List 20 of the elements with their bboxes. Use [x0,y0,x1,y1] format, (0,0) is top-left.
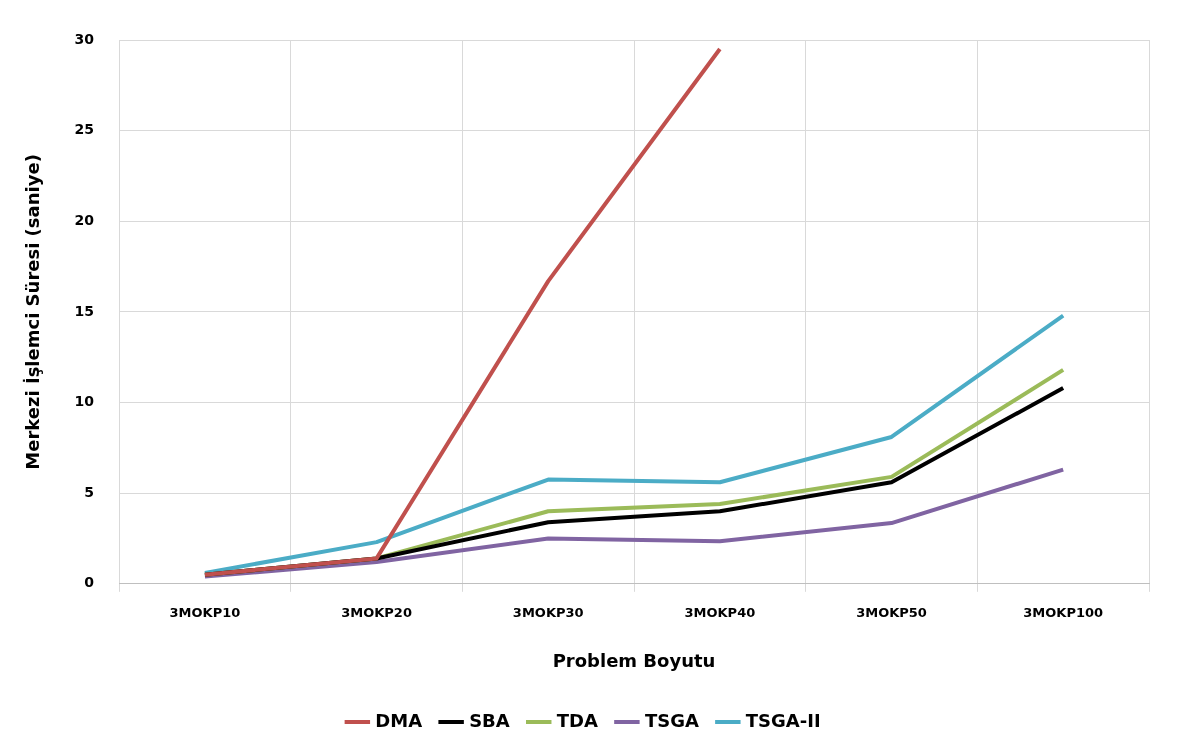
y-axis-title: Merkezi İşlemci Süresi (saniye) [22,154,44,470]
x-tick-label: 3MOKP10 [169,604,241,620]
y-tick-label: 30 [74,30,95,47]
legend-label: TSGA-II [745,709,821,731]
y-tick-label: 20 [74,211,95,228]
legend-label: DMA [375,709,423,731]
legend-label: SBA [469,709,510,731]
x-tick-label: 3MOKP50 [856,604,927,620]
legend-label: TSGA [644,709,699,731]
x-tick-label: 3MOKP30 [512,604,584,620]
y-tick-label: 10 [74,393,95,410]
y-tick-label: 25 [74,121,95,138]
x-tick-label: 3MOKP100 [1023,604,1104,620]
legend-label: TDA [556,709,598,731]
x-tick-label: 3MOKP40 [684,604,756,620]
y-tick-label: 5 [84,483,95,500]
x-axis-title: Problem Boyutu [552,649,716,671]
y-tick-label: 0 [84,574,95,591]
x-tick-label: 3MOKP20 [341,604,412,620]
y-tick-label: 15 [74,302,95,319]
